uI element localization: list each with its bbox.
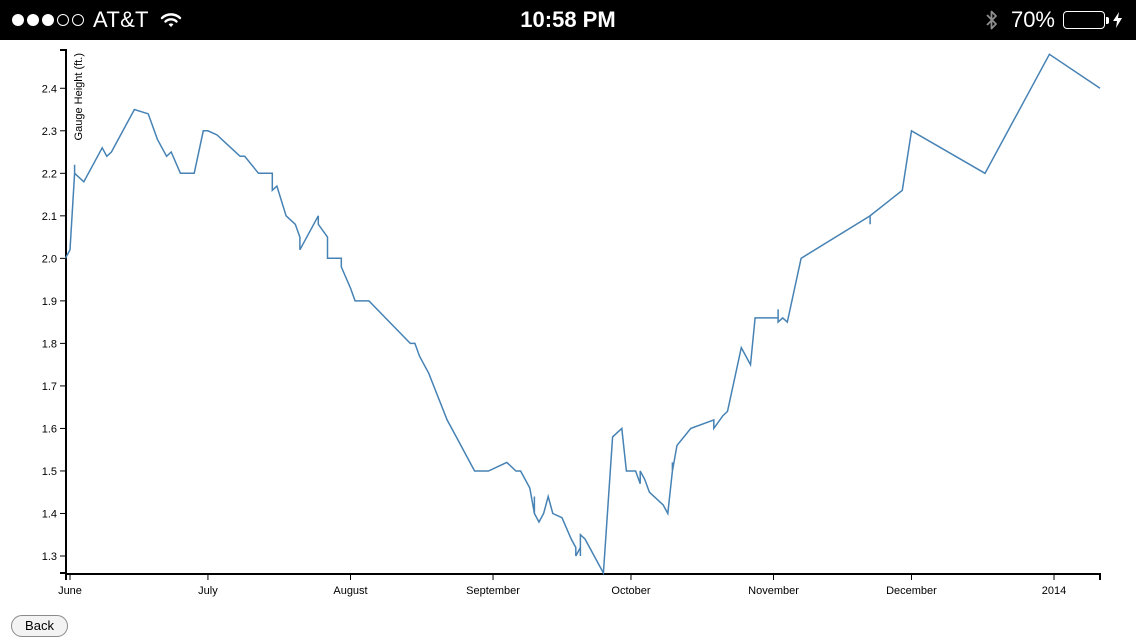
x-tick-label: November bbox=[748, 585, 799, 597]
signal-dot bbox=[42, 14, 54, 26]
y-tick-label: 1.4 bbox=[42, 508, 57, 520]
carrier-name: AT&T bbox=[93, 7, 149, 32]
signal-dot bbox=[27, 14, 39, 26]
y-tick-label: 1.8 bbox=[42, 338, 57, 350]
status-bar: AT&T 10:58 PM 70% bbox=[0, 0, 1136, 40]
x-tick-label: October bbox=[611, 585, 650, 597]
y-axis: 1.3 1.4 1.5 1.6 1.7 1.8 1.9 2.0 2.1 2.2 2.3 2.4 bbox=[42, 49, 67, 574]
status-right: 70% bbox=[985, 0, 1122, 40]
signal-dot bbox=[12, 14, 24, 26]
charging-bolt-icon bbox=[1113, 12, 1122, 28]
x-tick-label: August bbox=[333, 585, 367, 597]
x-tick-label: July bbox=[198, 585, 218, 597]
status-time: 10:58 PM bbox=[520, 7, 616, 32]
x-tick-label: December bbox=[886, 585, 937, 597]
wifi-icon bbox=[160, 12, 182, 28]
y-tick-label: 2.4 bbox=[42, 83, 57, 95]
signal-dot bbox=[72, 14, 84, 26]
x-tick-label: 2014 bbox=[1042, 585, 1066, 597]
y-tick-label: 2.0 bbox=[42, 253, 57, 265]
x-axis: June July August September October November De… bbox=[58, 573, 1101, 597]
y-tick-label: 1.6 bbox=[42, 423, 57, 435]
battery-percent: 70% bbox=[1010, 7, 1055, 32]
y-tick-label: 2.1 bbox=[42, 211, 57, 223]
signal-dot bbox=[57, 14, 69, 26]
y-tick-label: 1.9 bbox=[42, 296, 57, 308]
bluetooth-icon bbox=[985, 8, 999, 32]
gauge-height-series-line bbox=[64, 53, 1101, 576]
x-axis-line bbox=[65, 573, 1101, 580]
x-tick-label: September bbox=[466, 585, 520, 597]
signal-strength-icon bbox=[12, 14, 84, 26]
y-tick-label: 1.3 bbox=[42, 551, 57, 563]
y-axis-line bbox=[60, 49, 67, 574]
y-tick-label: 2.2 bbox=[42, 168, 57, 180]
battery-icon bbox=[1063, 11, 1109, 29]
y-tick-label: 1.7 bbox=[42, 381, 57, 393]
y-tick-label: 2.3 bbox=[42, 126, 57, 138]
x-tick-label: June bbox=[58, 585, 82, 597]
back-button[interactable]: Back bbox=[11, 615, 68, 637]
gauge-height-chart: 1.3 1.4 1.5 1.6 1.7 1.8 1.9 2.0 2.1 2.2 2.3 2.4 Jun… bbox=[42, 49, 1101, 597]
y-axis-title: Gauge Height (ft.) bbox=[73, 53, 85, 140]
status-left: AT&T bbox=[12, 0, 182, 40]
y-tick-label: 1.5 bbox=[42, 466, 57, 478]
